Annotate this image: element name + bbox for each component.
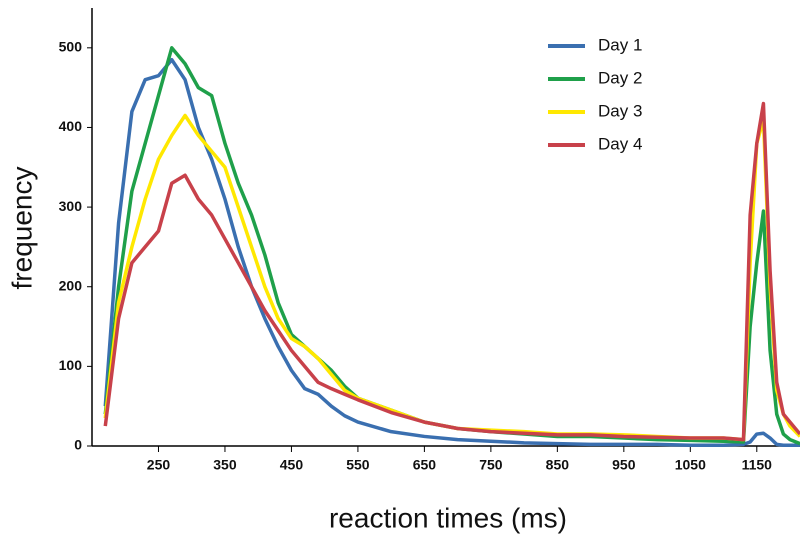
x-tick-label: 950	[612, 457, 636, 473]
x-tick-label: 450	[280, 457, 304, 473]
x-axis-label: reaction times (ms)	[329, 502, 567, 533]
y-tick-label: 500	[59, 39, 83, 55]
legend-label: Day 1	[598, 35, 642, 54]
y-tick-label: 0	[74, 437, 82, 453]
x-tick-label: 650	[413, 457, 437, 473]
legend-label: Day 3	[598, 101, 642, 120]
y-tick-label: 200	[59, 277, 83, 293]
data-line	[103, 58, 800, 447]
legend-label: Day 4	[598, 134, 642, 153]
y-tick-label: 300	[59, 198, 83, 214]
data-line	[103, 113, 800, 442]
x-tick-label: 250	[147, 457, 171, 473]
legend-label: Day 2	[598, 68, 642, 87]
x-tick-label: 850	[546, 457, 570, 473]
x-tick-label: 550	[346, 457, 370, 473]
x-tick-label: 1150	[742, 457, 773, 473]
x-tick-label: 1050	[675, 457, 706, 473]
y-tick-label: 400	[59, 118, 83, 134]
y-axis-label: frequency	[6, 167, 37, 290]
x-tick-label: 350	[213, 457, 237, 473]
data-line	[103, 101, 800, 442]
data-line	[103, 46, 800, 446]
x-tick-label: 750	[479, 457, 503, 473]
y-tick-label: 100	[59, 357, 83, 373]
